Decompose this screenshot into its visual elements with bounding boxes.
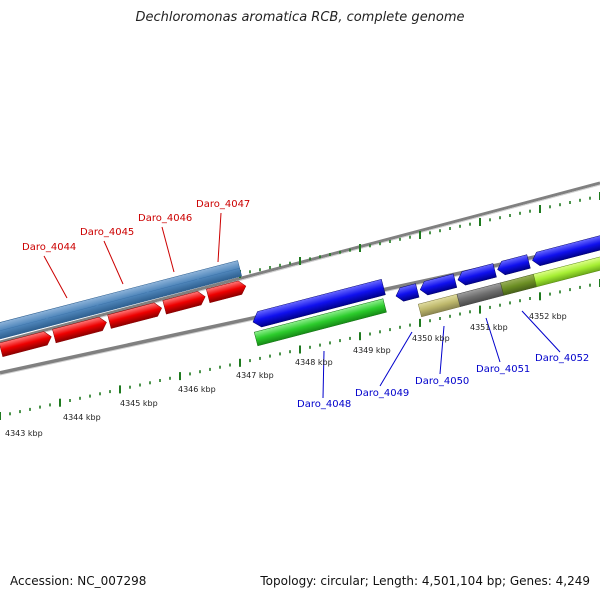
gene-label-daro-4044: Daro_4044 — [22, 242, 76, 253]
red-leader-lines — [43, 212, 222, 299]
gene-daro-4050a-arrow — [395, 283, 420, 302]
kbp-label: 4344 kbp — [63, 413, 101, 422]
genome-summary-text: Topology: circular; Length: 4,501,104 bp… — [260, 574, 590, 588]
gene-daro-4049-bar — [253, 298, 387, 347]
gene-band-steel — [0, 260, 242, 340]
gene-label-daro-4051: Daro_4051 — [476, 364, 530, 375]
gene-row-red — [0, 280, 247, 357]
gene-label-daro-4045: Daro_4045 — [80, 227, 134, 238]
gene-daro-4044-arrow — [0, 331, 52, 357]
gene-gray-bar — [456, 282, 505, 308]
gene-daro-4051b-arrow — [497, 254, 531, 276]
kbp-label: 4349 kbp — [353, 346, 391, 355]
genome-title: Dechloromonas aromatica RCB, complete ge… — [135, 10, 465, 25]
blue-leader-lines — [322, 310, 561, 399]
gene-label-daro-4052: Daro_4052 — [535, 353, 589, 364]
gene-olive-bar — [500, 273, 537, 296]
kbp-label: 4347 kbp — [236, 371, 274, 380]
gene-daro-4046-arrow — [107, 302, 162, 329]
kbp-label: 4345 kbp — [120, 399, 158, 408]
gene-label-daro-4048: Daro_4048 — [297, 399, 351, 410]
kbp-label: 4348 kbp — [295, 358, 333, 367]
gene-label-daro-4047: Daro_4047 — [196, 199, 250, 210]
tick-row-lower — [0, 279, 600, 420]
gene-daro-4052-arrow — [532, 234, 600, 266]
kbp-label: 4352 kbp — [529, 312, 567, 321]
kbp-label: 4351 kbp — [470, 323, 508, 332]
gene-label-daro-4050: Daro_4050 — [415, 376, 469, 387]
gene-daro-4045-arrow — [52, 316, 107, 344]
accession-text: Accession: NC_007298 — [10, 574, 147, 588]
gene-daro-4050b-arrow — [419, 273, 458, 296]
gene-daro-4047a-arrow — [162, 291, 206, 315]
kbp-label: 4350 kbp — [412, 334, 450, 343]
kbp-label: 4343 kbp — [5, 429, 43, 438]
gene-label-daro-4046: Daro_4046 — [138, 213, 192, 224]
gene-khaki-bar — [417, 293, 461, 318]
gene-label-daro-4049: Daro_4049 — [355, 388, 409, 399]
gene-daro-4047b-arrow — [206, 280, 247, 304]
gene-daro-4048-arrow — [252, 278, 386, 328]
gene-lime-bar — [533, 253, 600, 288]
gene-daro-4051a-arrow — [457, 263, 497, 286]
kbp-label: 4346 kbp — [178, 385, 216, 394]
